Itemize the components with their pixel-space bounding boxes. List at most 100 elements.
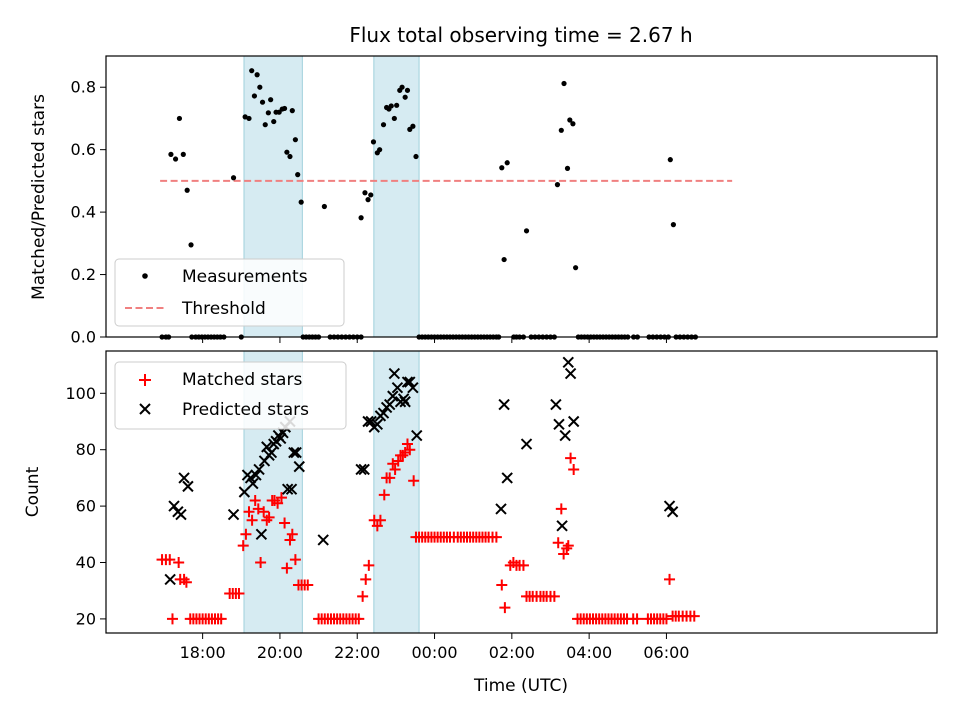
measurement-point xyxy=(259,99,266,105)
predicted-stars-point xyxy=(399,396,411,408)
measurement-point xyxy=(251,93,258,99)
predicted-stars-point xyxy=(247,477,259,490)
measurement-point xyxy=(289,108,295,114)
top-y-axis-label: Matched/Predicted stars xyxy=(29,94,49,300)
measurement-point xyxy=(268,97,274,103)
measurement-point xyxy=(499,165,505,171)
y-tick-label: 0.2 xyxy=(71,265,96,284)
matched-stars-point xyxy=(237,540,249,552)
predicted-stars-point xyxy=(383,398,396,411)
predicted-stars-point xyxy=(404,376,416,388)
predicted-stars-point xyxy=(265,446,278,459)
matched-stars-point xyxy=(180,576,192,588)
matched-stars-point xyxy=(215,613,227,625)
matched-stars-point xyxy=(568,463,580,475)
predicted-stars-point xyxy=(663,500,676,512)
legend-matched-label: Matched stars xyxy=(182,370,302,390)
measurement-point xyxy=(281,105,288,112)
measurement-point xyxy=(246,115,252,122)
measurement-point xyxy=(394,102,400,108)
measurement-point xyxy=(168,151,174,157)
predicted-stars-point xyxy=(365,415,377,428)
measurement-point xyxy=(380,122,387,128)
predicted-stars-point xyxy=(255,528,268,541)
x-tick-label: 04:00 xyxy=(566,643,612,662)
predicted-stars-point xyxy=(666,506,679,518)
top-plot-frame xyxy=(105,55,938,338)
predicted-stars-point xyxy=(391,381,404,394)
matched-stars-point xyxy=(631,613,643,625)
matched-stars-point xyxy=(249,494,261,506)
measurement-point xyxy=(573,265,579,271)
predicted-stars-point xyxy=(388,367,401,380)
measurement-point xyxy=(404,87,411,93)
measurement-point xyxy=(358,215,364,221)
predicted-stars-point xyxy=(253,463,265,476)
predicted-stars-point xyxy=(371,418,384,431)
matched-stars-point xyxy=(255,557,267,568)
measurement-point xyxy=(295,172,301,178)
matched-stars-point xyxy=(552,537,564,549)
predicted-stars-point xyxy=(520,438,533,450)
predicted-stars-point xyxy=(168,500,180,512)
predicted-stars-point xyxy=(562,356,574,368)
predicted-stars-point xyxy=(178,472,190,484)
measurement-point xyxy=(558,127,564,133)
matched-stars-point xyxy=(240,528,252,540)
measurement-point xyxy=(172,156,179,162)
matched-stars-point xyxy=(404,444,416,456)
matched-stars-point xyxy=(392,455,404,467)
matched-stars-point xyxy=(384,472,396,484)
measurement-point xyxy=(292,137,298,143)
measurement-point xyxy=(180,151,186,157)
matched-stars-point xyxy=(565,452,577,464)
matched-stars-point xyxy=(688,610,700,622)
measurement-point xyxy=(570,121,576,127)
matched-stars-point xyxy=(401,438,413,450)
bottom-plot-frame xyxy=(105,350,938,634)
measurement-point xyxy=(504,160,510,166)
top-axes: 0.00.20.40.60.8 Matched/Predicted stars … xyxy=(29,55,938,347)
measurement-point xyxy=(554,182,561,188)
matched-stars-point xyxy=(173,557,185,568)
predicted-stars-point xyxy=(358,463,370,476)
predicted-stars-point xyxy=(290,446,302,459)
predicted-stars-point xyxy=(564,367,577,380)
matched-stars-point xyxy=(408,475,420,487)
predicted-stars-point xyxy=(355,463,367,476)
matched-stars-point xyxy=(548,590,560,602)
predicted-stars-point xyxy=(559,429,571,442)
matched-stars-point xyxy=(286,528,298,540)
legend-predicted-marker xyxy=(139,403,151,415)
matched-stars-point xyxy=(664,573,676,585)
measurement-point xyxy=(362,190,368,196)
measurement-point xyxy=(284,149,290,155)
x-tick-label: 02:00 xyxy=(489,643,535,662)
matched-stars-point xyxy=(357,590,369,602)
x-tick-label: 00:00 xyxy=(411,643,457,662)
y-tick-label: 40 xyxy=(76,553,96,572)
matched-stars-point xyxy=(263,511,275,523)
y-tick-label: 100 xyxy=(65,384,96,403)
measurement-point xyxy=(399,84,405,90)
bottom-y-ticks: 20 40 60 80 100 xyxy=(65,384,106,628)
measurement-point xyxy=(670,222,676,228)
measurement-point xyxy=(377,147,383,153)
predicted-stars-point xyxy=(556,520,568,532)
predicted-stars-point xyxy=(293,460,305,473)
matched-stars-point xyxy=(499,602,511,614)
matched-stars-point xyxy=(389,463,401,475)
predicted-stars-point xyxy=(377,407,390,419)
measurement-point xyxy=(249,68,255,74)
predicted-stars-point xyxy=(495,503,507,515)
matched-stars-point xyxy=(279,517,291,529)
measurement-point xyxy=(501,256,507,263)
y-tick-label: 0.4 xyxy=(71,203,96,222)
matched-stars-point xyxy=(660,613,672,625)
matched-stars-point xyxy=(302,579,314,591)
x-tick-label: 18:00 xyxy=(180,643,226,662)
predicted-stars-point xyxy=(281,483,294,495)
measurement-point xyxy=(265,110,271,116)
measurement-point xyxy=(667,157,673,163)
